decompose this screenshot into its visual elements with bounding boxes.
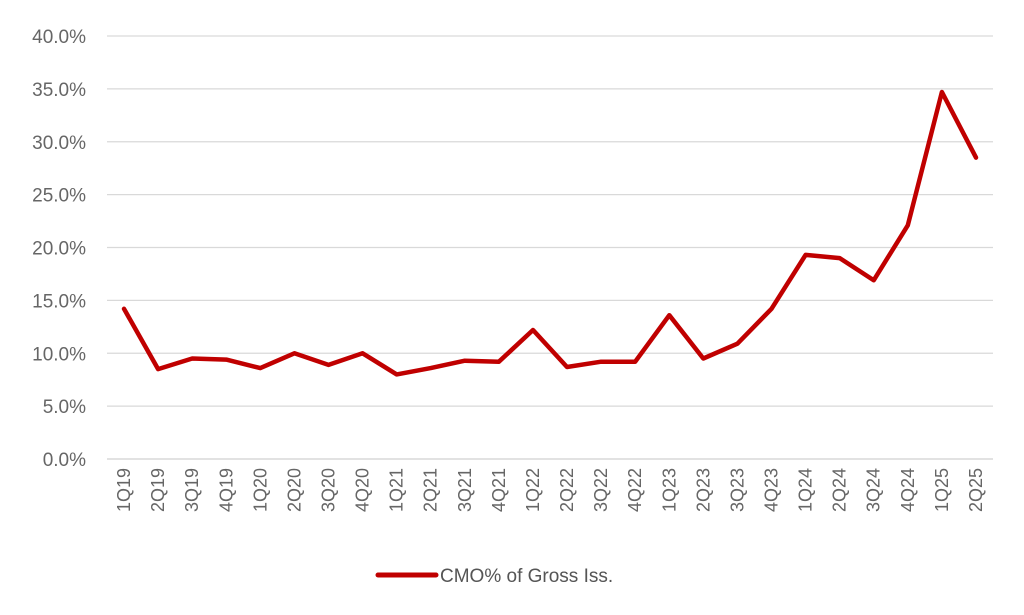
x-tick-label: 4Q21 [489, 468, 509, 512]
x-tick-label: 4Q20 [353, 468, 373, 512]
x-tick-label: 1Q25 [932, 468, 952, 512]
x-tick-label: 2Q21 [421, 468, 441, 512]
x-tick-label: 1Q19 [114, 468, 134, 512]
y-tick-label: 0.0% [43, 450, 86, 471]
x-tick-label: 2Q23 [693, 468, 713, 512]
x-tick-label: 4Q24 [898, 468, 918, 512]
y-tick-label: 15.0% [32, 291, 86, 312]
y-axis-tick-labels: 0.0% 5.0% 10.0% 15.0% 20.0% 25.0% 30.0% 35.0% 40… [32, 27, 86, 471]
x-tick-label: 2Q19 [148, 468, 168, 512]
y-tick-label: 5.0% [43, 397, 86, 418]
x-tick-label: 3Q22 [591, 468, 611, 512]
x-tick-label: 1Q22 [523, 468, 543, 512]
y-tick-label: 35.0% [32, 80, 86, 101]
x-axis-tick-labels: 1Q19 2Q19 3Q19 4Q19 1Q20 2Q20 3Q20 4Q20 1Q21 2Q21… [114, 468, 986, 512]
x-tick-label: 2Q25 [966, 468, 986, 512]
x-tick-label: 2Q22 [557, 468, 577, 512]
x-tick-label: 2Q20 [284, 468, 304, 512]
x-tick-label: 4Q19 [216, 468, 236, 512]
legend-label: CMO% of Gross Iss. [440, 566, 613, 587]
y-tick-label: 40.0% [32, 27, 86, 48]
x-tick-label: 2Q24 [830, 468, 850, 512]
x-tick-label: 3Q19 [182, 468, 202, 512]
x-tick-label: 3Q20 [319, 468, 339, 512]
x-tick-label: 4Q23 [762, 468, 782, 512]
x-tick-label: 3Q21 [455, 468, 475, 512]
y-tick-label: 10.0% [32, 344, 86, 365]
x-tick-label: 1Q20 [250, 468, 270, 512]
y-tick-label: 25.0% [32, 186, 86, 207]
y-tick-label: 20.0% [32, 239, 86, 260]
gridlines [107, 35, 993, 460]
x-tick-label: 1Q24 [796, 468, 816, 512]
series-lines [121, 89, 979, 377]
series-line [121, 89, 979, 377]
x-tick-label: 1Q21 [387, 468, 407, 512]
x-tick-label: 3Q23 [727, 468, 747, 512]
y-tick-label: 30.0% [32, 133, 86, 154]
x-tick-label: 4Q22 [625, 468, 645, 512]
legend: CMO% of Gross Iss. [375, 566, 613, 587]
x-tick-label: 3Q24 [864, 468, 884, 512]
x-tick-label: 1Q23 [659, 468, 679, 512]
